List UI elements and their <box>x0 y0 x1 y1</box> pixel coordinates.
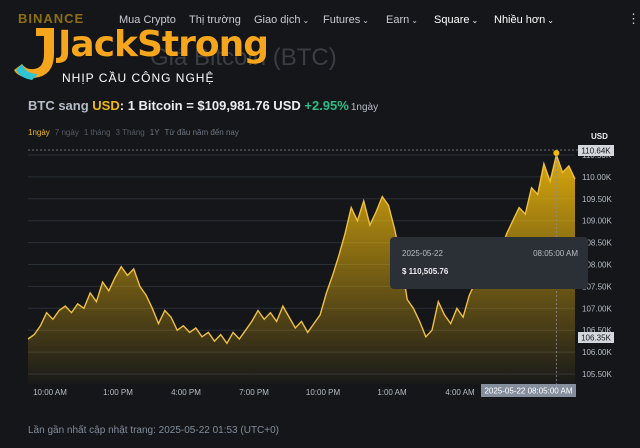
overflow-icon[interactable]: ⋮ <box>627 11 640 26</box>
range-tab-7d[interactable]: 7 ngày <box>54 128 79 137</box>
tooltip-date: 2025-05-22 <box>402 249 443 258</box>
nav-item-square[interactable]: Square ⌄ <box>434 14 479 26</box>
watermark-title: JackStrong <box>58 24 269 65</box>
range-tab-1m[interactable]: 1 tháng <box>83 128 111 137</box>
y-tick-label: 105.50K <box>582 370 612 379</box>
x-tick-label: 4:00 AM <box>445 388 475 397</box>
price-area <box>28 155 575 384</box>
crosshair-label-box: 2025-05-22 08:05:00 AM <box>481 384 576 397</box>
nav-item-buy-crypto[interactable]: Mua Crypto <box>119 14 176 26</box>
axis-currency: USD <box>591 132 608 141</box>
price-value: : 1 Bitcoin = $109,981.76 USD <box>119 98 305 113</box>
range-tab-1d[interactable]: 1ngày <box>28 128 50 137</box>
watermark-j-icon <box>14 28 54 80</box>
nav-item-earn[interactable]: Earn ⌄ <box>386 14 418 26</box>
watermark-subtitle: NHỊP CẦU CÔNG NGHỆ <box>62 71 215 85</box>
x-tick-label: 1:00 AM <box>377 388 407 397</box>
high-point <box>553 150 560 156</box>
tooltip-time: 08:05:00 AM <box>533 249 578 258</box>
watermark-logo: JackStrong NHỊP CẦU CÔNG NGHỆ <box>14 24 324 88</box>
y-tick-label: 108.00K <box>582 261 612 270</box>
nav-item-more[interactable]: Nhiều hơn ⌄ <box>494 14 554 26</box>
binance-logo[interactable]: BINANCE <box>18 11 85 26</box>
change-period: 1ngày <box>350 102 379 113</box>
y-tick-label: 108.50K <box>582 239 612 248</box>
nav-item-markets[interactable]: Thị trường <box>189 14 241 26</box>
x-tick-label: 1:00 PM <box>103 388 133 397</box>
chevron-down-icon: ⌄ <box>411 16 418 25</box>
high-label-box: 110.64K <box>578 145 614 156</box>
conversion-line: BTC sang USD: 1 Bitcoin = $109,981.76 US… <box>28 98 378 113</box>
chevron-down-icon: ⌄ <box>302 16 310 25</box>
chevron-down-icon: ⌄ <box>362 16 369 25</box>
y-tick-label: 106.50K <box>582 326 612 335</box>
low-label-box: 106.35K <box>578 332 614 343</box>
y-tick-label: 107.00K <box>582 304 612 313</box>
conversion-word: sang <box>54 98 93 113</box>
x-tick-label: 7:00 PM <box>239 388 269 397</box>
crosshair-label: 2025-05-22 08:05:00 AM <box>484 387 572 396</box>
y-tick-label: 109.00K <box>582 217 612 226</box>
last-updated: Lần gần nhất cập nhật trang: 2025-05-22 … <box>28 425 280 436</box>
chart-tooltip: 2025-05-22 08:05:00 AM $ 110,505.76 <box>390 237 588 289</box>
low-label: 106.35K <box>581 334 611 343</box>
top-nav: BINANCE Mua Crypto Thị trường Giao dịch ⌄… <box>0 0 640 40</box>
chevron-down-icon: ⌄ <box>547 16 554 25</box>
price-change: +2.95% <box>304 98 349 113</box>
range-tab-1y[interactable]: 1Y <box>149 128 160 137</box>
high-label: 110.64K <box>581 147 611 156</box>
x-axis: 10:00 AM 1:00 PM 4:00 PM 7:00 PM 10:00 PM 1:0… <box>33 388 544 397</box>
y-tick-label: 110.00K <box>582 173 612 182</box>
base-asset: BTC <box>28 98 55 113</box>
tooltip-price: $ 110,505.76 <box>402 267 449 276</box>
range-tab-ytd[interactable]: Từ đầu năm đến nay <box>164 128 239 137</box>
y-tick-label: 109.50K <box>582 195 612 204</box>
range-tab-3m[interactable]: 3 Tháng <box>115 128 145 137</box>
y-tick-label: 106.00K <box>582 348 612 357</box>
x-tick-label: 4:00 PM <box>171 388 201 397</box>
range-tabs: 1ngày 7 ngày 1 tháng 3 Tháng 1Y Từ đầu năm đế… <box>28 128 244 137</box>
y-axis: 110.50K110.00K109.50K109.00K108.50K108.0… <box>582 151 612 379</box>
x-tick-label: 10:00 AM <box>33 388 67 397</box>
y-tick-label: 107.50K <box>582 282 612 291</box>
x-tick-label: 10:00 PM <box>306 388 341 397</box>
page-title: Giá Bitcoin (BTC) <box>150 44 337 71</box>
nav-item-trade[interactable]: Giao dịch ⌄ <box>254 14 310 26</box>
nav-item-futures[interactable]: Futures ⌄ <box>323 14 369 26</box>
quote-asset[interactable]: USD <box>92 98 120 113</box>
chevron-down-icon: ⌄ <box>471 16 479 25</box>
